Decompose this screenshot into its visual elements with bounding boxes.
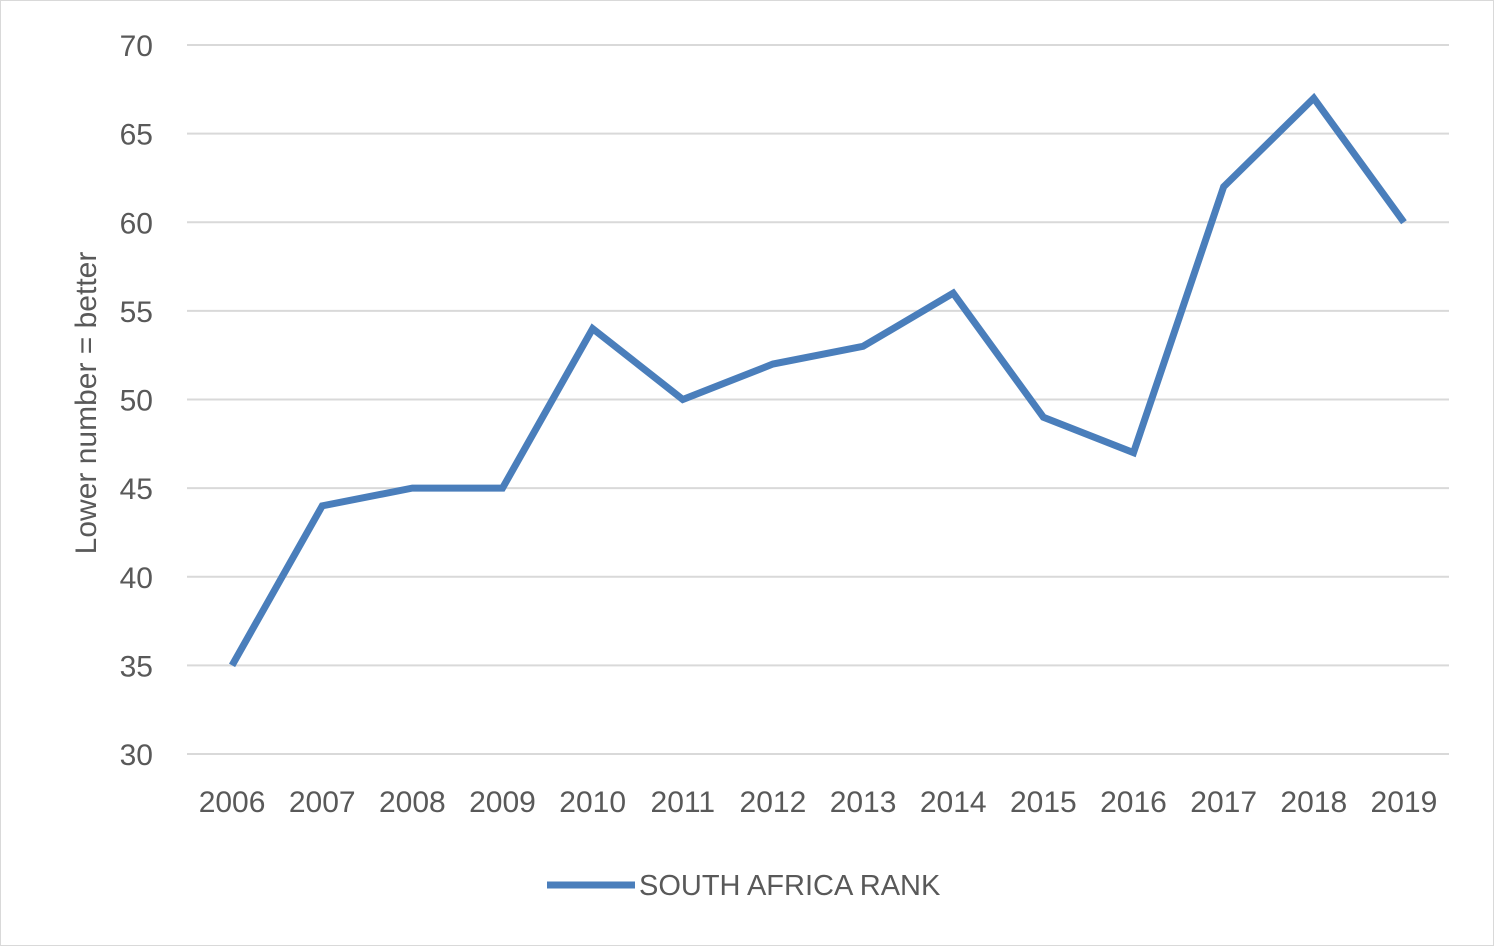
y-tick-label: 35 [120, 650, 153, 683]
x-tick-label: 2006 [199, 786, 266, 819]
x-tick-label: 2008 [379, 786, 446, 819]
y-tick-label: 70 [120, 30, 153, 63]
x-tick-label: 2015 [1010, 786, 1077, 819]
series-line [229, 92, 1407, 668]
y-tick-label: 65 [120, 119, 153, 152]
legend-label: SOUTH AFRICA RANK [639, 870, 941, 902]
y-tick-label: 30 [120, 739, 153, 772]
x-tick-label: 2011 [651, 786, 716, 819]
y-axis-title: Lower number = better [70, 252, 103, 555]
series-lines [229, 92, 1407, 668]
x-tick-label: 2019 [1371, 786, 1438, 819]
y-tick-label: 55 [120, 296, 153, 329]
y-tick-label: 45 [120, 473, 153, 506]
x-tick-label: 2010 [559, 786, 626, 819]
legend: SOUTH AFRICA RANK [547, 870, 941, 902]
y-tick-label: 50 [120, 385, 153, 418]
y-tick-label: 40 [120, 562, 153, 595]
x-tick-label: 2017 [1190, 786, 1257, 819]
y-tick-label: 60 [120, 207, 153, 240]
x-tick-label: 2012 [740, 786, 807, 819]
x-tick-label: 2009 [469, 786, 536, 819]
x-tick-label: 2014 [920, 786, 987, 819]
x-tick-label: 2016 [1100, 786, 1167, 819]
x-axis-tick-labels: 2006 2007 2008 2009 2010 2011 2012 2013 2014 2015… [199, 786, 1438, 819]
x-tick-label: 2007 [289, 786, 356, 819]
x-tick-label: 2018 [1280, 786, 1347, 819]
y-axis-tick-labels: 30 35 40 45 50 55 60 65 70 [120, 30, 153, 772]
x-tick-label: 2013 [830, 786, 897, 819]
